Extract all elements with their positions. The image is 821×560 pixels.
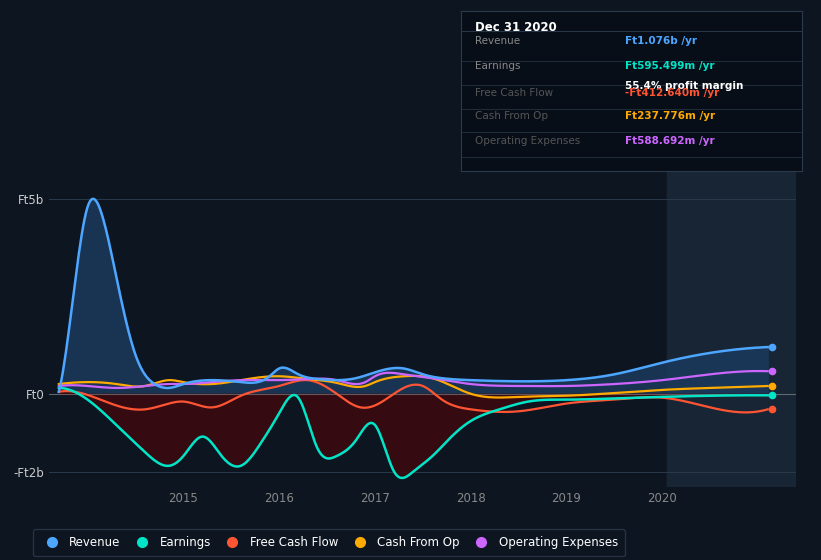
Text: Cash From Op: Cash From Op	[475, 111, 548, 121]
Text: Free Cash Flow: Free Cash Flow	[475, 88, 553, 98]
Text: Operating Expenses: Operating Expenses	[475, 136, 580, 146]
Text: Ft588.692m /yr: Ft588.692m /yr	[625, 136, 714, 146]
Bar	[667, 168, 796, 487]
Text: Ft237.776m /yr: Ft237.776m /yr	[625, 111, 715, 121]
Legend: Revenue, Earnings, Free Cash Flow, Cash From Op, Operating Expenses: Revenue, Earnings, Free Cash Flow, Cash …	[33, 529, 625, 556]
Text: Ft1.076b /yr: Ft1.076b /yr	[625, 36, 697, 46]
Text: Revenue: Revenue	[475, 36, 521, 46]
Text: -Ft412.640m /yr: -Ft412.640m /yr	[625, 88, 719, 98]
Text: 55.4% profit margin: 55.4% profit margin	[625, 81, 743, 91]
Text: Earnings: Earnings	[475, 60, 521, 71]
Text: Dec 31 2020: Dec 31 2020	[475, 21, 557, 34]
Text: Ft595.499m /yr: Ft595.499m /yr	[625, 60, 714, 71]
